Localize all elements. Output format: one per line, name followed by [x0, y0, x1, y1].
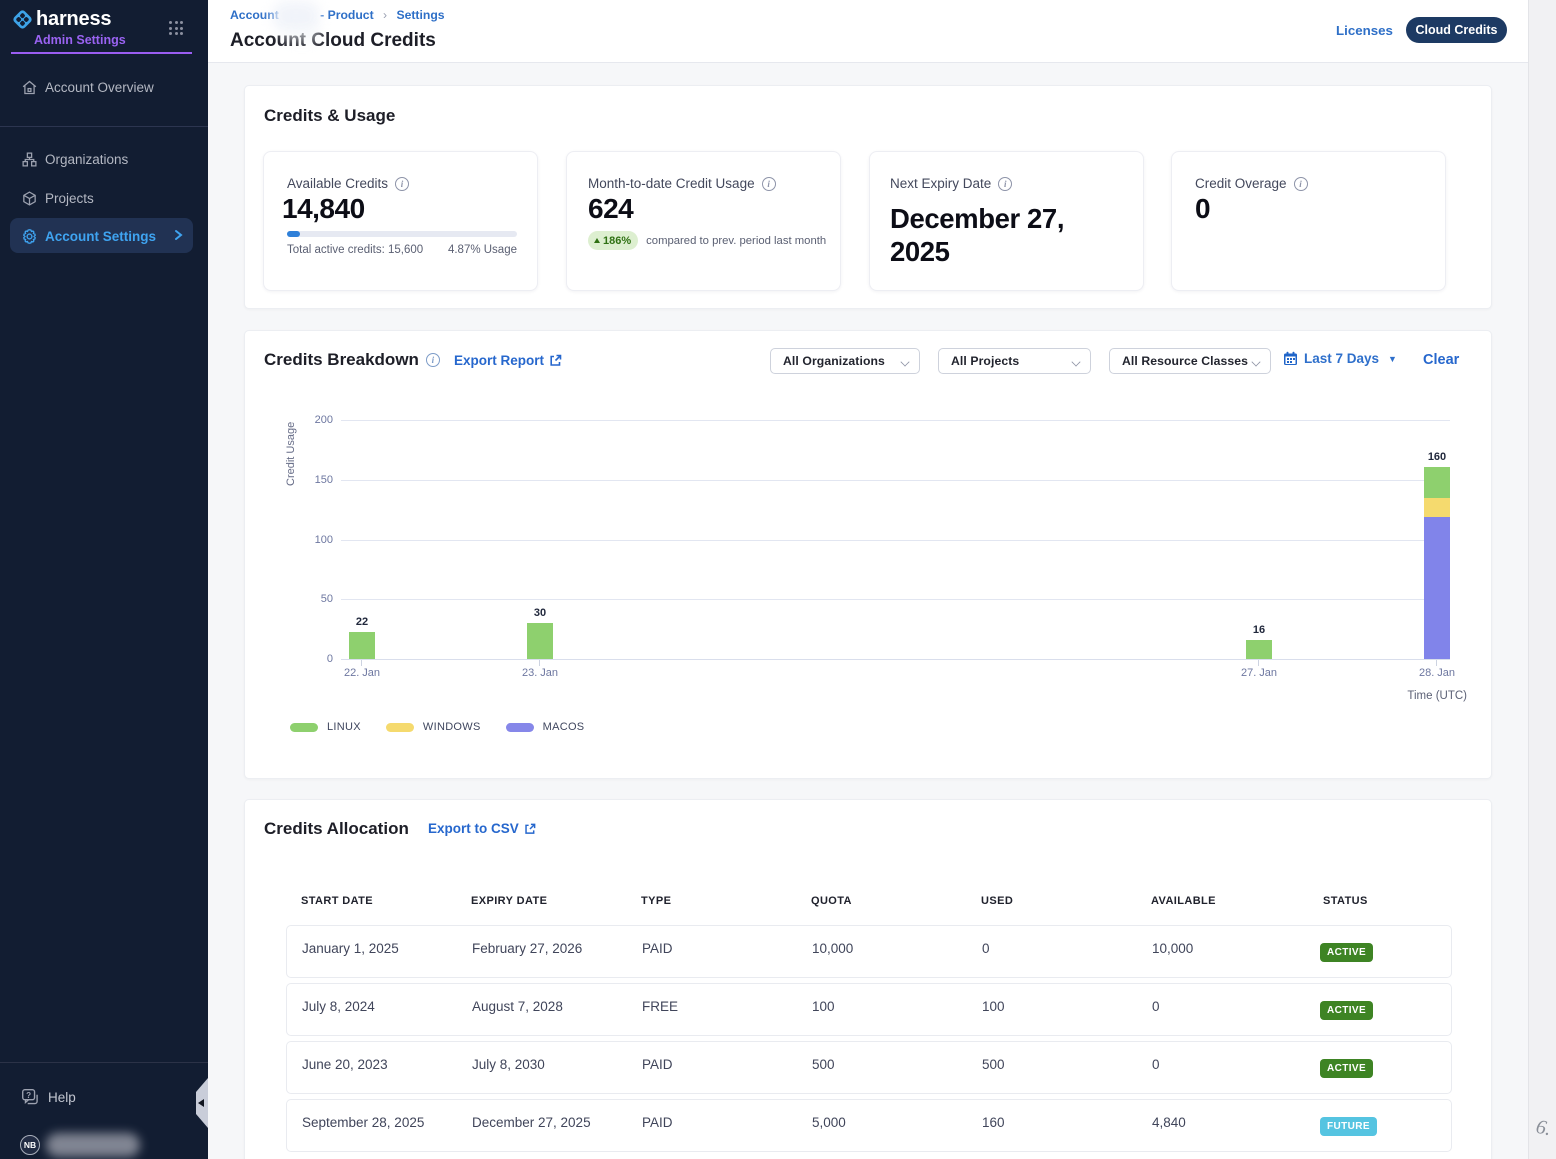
svg-text:?: ?	[26, 1091, 31, 1100]
